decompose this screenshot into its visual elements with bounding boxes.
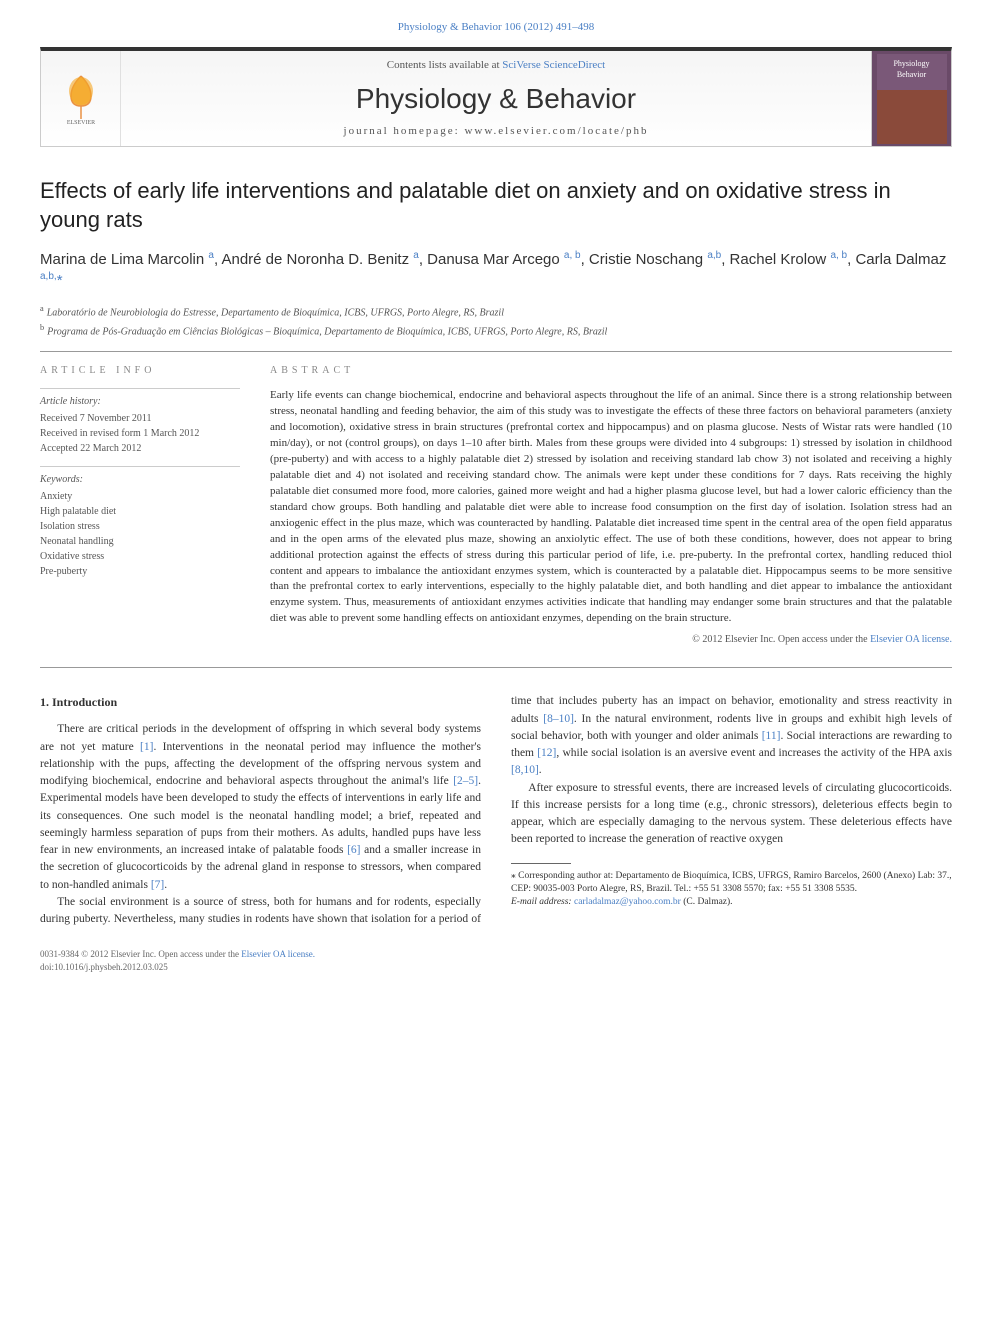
history-revised: Received in revised form 1 March 2012 [40, 426, 240, 441]
scidirect-link[interactable]: SciVerse ScienceDirect [502, 59, 605, 71]
ref-link[interactable]: [7] [151, 879, 164, 891]
history-received: Received 7 November 2011 [40, 411, 240, 426]
abstract-block: ABSTRACT Early life events can change bi… [270, 364, 952, 647]
keywords-label: Keywords: [40, 466, 240, 487]
article-body: 1. Introduction There are critical perio… [40, 693, 952, 928]
journal-cover-icon: Physiology Behavior [877, 54, 947, 144]
journal-banner: ELSEVIER Contents lists available at Sci… [40, 47, 952, 147]
divider [40, 351, 952, 352]
oa-license-link[interactable]: Elsevier OA license. [870, 634, 952, 645]
keyword: High palatable diet [40, 504, 240, 519]
cover-thumb-box: Physiology Behavior [871, 51, 951, 146]
intro-para-1: There are critical periods in the develo… [40, 721, 481, 894]
citation-link[interactable]: Physiology & Behavior 106 (2012) 491–498 [398, 21, 594, 33]
svg-text:ELSEVIER: ELSEVIER [66, 120, 94, 126]
banner-center: Contents lists available at SciVerse Sci… [121, 50, 871, 148]
elsevier-tree-icon: ELSEVIER [56, 71, 106, 126]
author-list: Marina de Lima Marcolin a, André de Noro… [40, 249, 952, 291]
ref-link[interactable]: [6] [347, 844, 360, 856]
history-label: Article history: [40, 388, 240, 409]
doi-line: doi:10.1016/j.physbeh.2012.03.025 [40, 961, 952, 974]
keywords-block: Keywords: Anxiety High palatable diet Is… [40, 466, 240, 579]
intro-para-3: After exposure to stressful events, ther… [511, 780, 952, 849]
contents-available: Contents lists available at SciVerse Sci… [121, 58, 871, 73]
citation-header: Physiology & Behavior 106 (2012) 491–498 [40, 20, 952, 35]
journal-homepage: journal homepage: www.elsevier.com/locat… [121, 124, 871, 139]
bottom-metadata: 0031-9384 © 2012 Elsevier Inc. Open acce… [40, 948, 952, 973]
issn-line: 0031-9384 © 2012 Elsevier Inc. Open acce… [40, 948, 952, 961]
keyword: Isolation stress [40, 519, 240, 534]
abstract-copyright: © 2012 Elsevier Inc. Open access under t… [270, 633, 952, 647]
publisher-logo-box: ELSEVIER [41, 51, 121, 146]
ref-link[interactable]: [1] [140, 741, 153, 753]
affiliation-b: bPrograma de Pós-Graduação em Ciências B… [40, 322, 952, 339]
abstract-text: Early life events can change biochemical… [270, 388, 952, 627]
article-info-heading: ARTICLE INFO [40, 364, 240, 378]
corresponding-email-link[interactable]: carladalmaz@yahoo.com.br [574, 897, 681, 907]
section-1-heading: 1. Introduction [40, 693, 481, 711]
article-title: Effects of early life interventions and … [40, 177, 952, 234]
footnote-rule [511, 863, 571, 864]
article-info-sidebar: ARTICLE INFO Article history: Received 7… [40, 364, 240, 647]
ref-link[interactable]: [11] [762, 730, 781, 742]
article-history-block: Article history: Received 7 November 201… [40, 388, 240, 456]
keyword: Neonatal handling [40, 534, 240, 549]
info-abstract-row: ARTICLE INFO Article history: Received 7… [40, 364, 952, 668]
ref-link[interactable]: [8,10] [511, 764, 539, 776]
keyword: Oxidative stress [40, 549, 240, 564]
affiliation-a: aLaboratório de Neurobiologia do Estress… [40, 303, 952, 320]
abstract-heading: ABSTRACT [270, 364, 952, 378]
email-footnote: E-mail address: carladalmaz@yahoo.com.br… [511, 896, 952, 909]
ref-link[interactable]: [12] [537, 747, 556, 759]
history-accepted: Accepted 22 March 2012 [40, 441, 240, 456]
affiliations: aLaboratório de Neurobiologia do Estress… [40, 303, 952, 340]
oa-license-link-bottom[interactable]: Elsevier OA license. [241, 949, 315, 959]
ref-link[interactable]: [8–10] [543, 713, 574, 725]
ref-link[interactable]: [2–5] [453, 775, 478, 787]
corresponding-author-footnote: ⁎ Corresponding author at: Departamento … [511, 870, 952, 897]
journal-name: Physiology & Behavior [121, 79, 871, 118]
keyword: Pre-puberty [40, 564, 240, 579]
keyword: Anxiety [40, 489, 240, 504]
